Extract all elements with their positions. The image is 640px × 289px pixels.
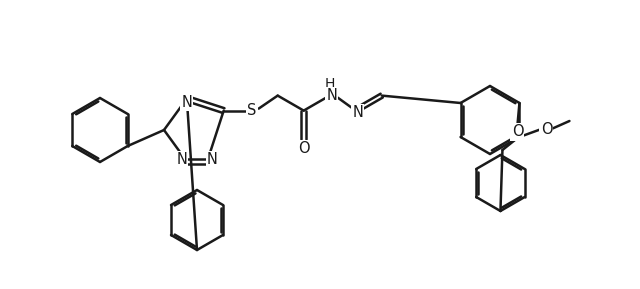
Text: N: N [352, 105, 363, 120]
Text: H: H [324, 77, 335, 91]
Text: O: O [298, 141, 310, 156]
Text: N: N [177, 152, 188, 167]
Text: S: S [247, 103, 257, 118]
Text: O: O [541, 121, 552, 136]
Text: N: N [326, 88, 337, 103]
Text: N: N [207, 152, 218, 167]
Text: O: O [511, 125, 524, 140]
Text: N: N [181, 95, 192, 110]
